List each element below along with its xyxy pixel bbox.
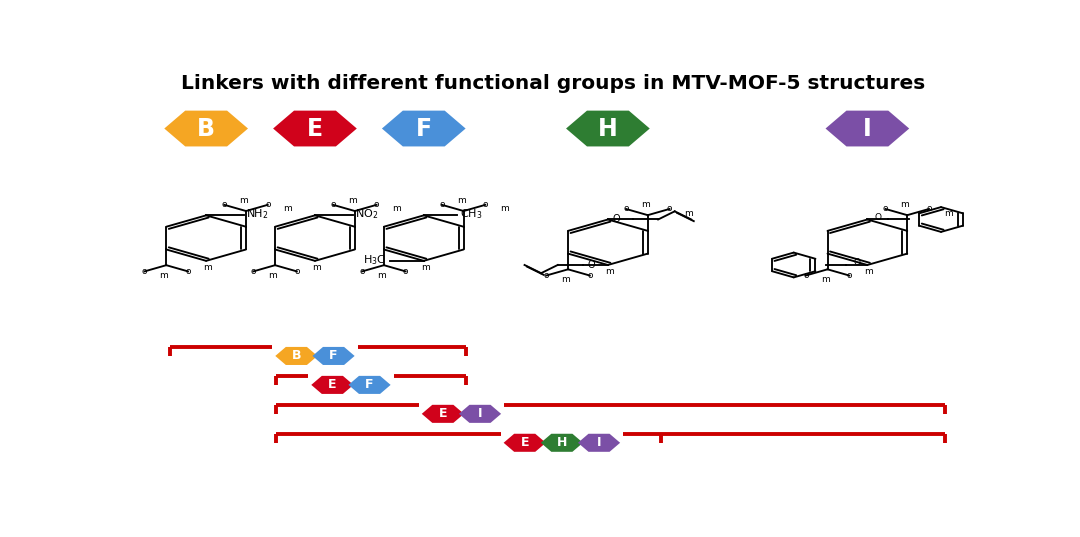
Text: m: m bbox=[901, 200, 909, 209]
Text: o: o bbox=[251, 267, 256, 276]
Polygon shape bbox=[382, 111, 465, 147]
Text: I: I bbox=[863, 117, 872, 141]
Text: o: o bbox=[221, 200, 227, 209]
Text: o: o bbox=[927, 205, 932, 213]
Text: m: m bbox=[377, 271, 386, 280]
Polygon shape bbox=[275, 347, 318, 365]
Text: E: E bbox=[307, 117, 323, 141]
Text: o: o bbox=[265, 200, 270, 209]
Text: O: O bbox=[588, 260, 595, 270]
Text: o: o bbox=[374, 200, 379, 209]
Polygon shape bbox=[422, 405, 464, 423]
Text: H: H bbox=[598, 117, 618, 141]
Text: m: m bbox=[821, 275, 829, 284]
Text: m: m bbox=[312, 263, 321, 272]
Text: B: B bbox=[292, 350, 301, 362]
Text: O: O bbox=[875, 213, 881, 222]
Text: m: m bbox=[240, 196, 248, 205]
Text: H$_3$C: H$_3$C bbox=[363, 253, 387, 267]
Text: m: m bbox=[348, 196, 356, 205]
Polygon shape bbox=[164, 111, 248, 147]
Text: m: m bbox=[562, 275, 570, 284]
Text: o: o bbox=[588, 271, 593, 280]
Text: NO$_2$: NO$_2$ bbox=[355, 208, 378, 221]
Text: E: E bbox=[438, 408, 447, 420]
Text: F: F bbox=[329, 350, 338, 362]
Text: m: m bbox=[457, 196, 465, 205]
Text: m: m bbox=[283, 205, 292, 213]
Text: m: m bbox=[269, 271, 278, 280]
Text: o: o bbox=[141, 267, 147, 276]
Text: m: m bbox=[392, 205, 401, 213]
Text: o: o bbox=[882, 205, 888, 213]
Text: E: E bbox=[328, 379, 337, 391]
Text: o: o bbox=[294, 267, 299, 276]
Polygon shape bbox=[273, 111, 356, 147]
Text: m: m bbox=[203, 263, 212, 272]
Polygon shape bbox=[349, 376, 391, 394]
Polygon shape bbox=[312, 347, 354, 365]
Text: o: o bbox=[623, 205, 629, 213]
Text: E: E bbox=[521, 436, 529, 449]
Text: m: m bbox=[944, 208, 953, 217]
Text: o: o bbox=[360, 267, 365, 276]
Polygon shape bbox=[541, 434, 583, 452]
Polygon shape bbox=[503, 434, 545, 452]
Text: o: o bbox=[330, 200, 336, 209]
Text: m: m bbox=[864, 267, 873, 276]
Text: o: o bbox=[403, 267, 408, 276]
Text: I: I bbox=[477, 408, 483, 420]
Text: CH$_3$: CH$_3$ bbox=[460, 208, 483, 221]
Text: m: m bbox=[421, 263, 430, 272]
Text: o: o bbox=[666, 205, 672, 213]
Text: o: o bbox=[804, 271, 809, 280]
Polygon shape bbox=[459, 405, 501, 423]
Polygon shape bbox=[311, 376, 353, 394]
Text: m: m bbox=[685, 208, 693, 217]
Text: F: F bbox=[365, 379, 374, 391]
Text: m: m bbox=[605, 267, 613, 276]
Text: o: o bbox=[847, 271, 852, 280]
Text: o: o bbox=[543, 271, 549, 280]
Polygon shape bbox=[825, 111, 909, 147]
Text: F: F bbox=[416, 117, 432, 141]
Text: O: O bbox=[612, 214, 620, 224]
Polygon shape bbox=[566, 111, 650, 147]
Text: H: H bbox=[556, 436, 567, 449]
Text: o: o bbox=[186, 267, 191, 276]
Text: m: m bbox=[642, 200, 650, 209]
Text: o: o bbox=[483, 200, 488, 209]
Text: Linkers with different functional groups in MTV-MOF-5 structures: Linkers with different functional groups… bbox=[181, 74, 926, 92]
Polygon shape bbox=[578, 434, 620, 452]
Text: NH$_2$: NH$_2$ bbox=[246, 208, 269, 221]
Text: o: o bbox=[440, 200, 445, 209]
Text: B: B bbox=[198, 117, 215, 141]
Text: I: I bbox=[597, 436, 602, 449]
Text: m: m bbox=[160, 271, 168, 280]
Text: m: m bbox=[500, 205, 509, 213]
Text: O: O bbox=[853, 258, 861, 267]
